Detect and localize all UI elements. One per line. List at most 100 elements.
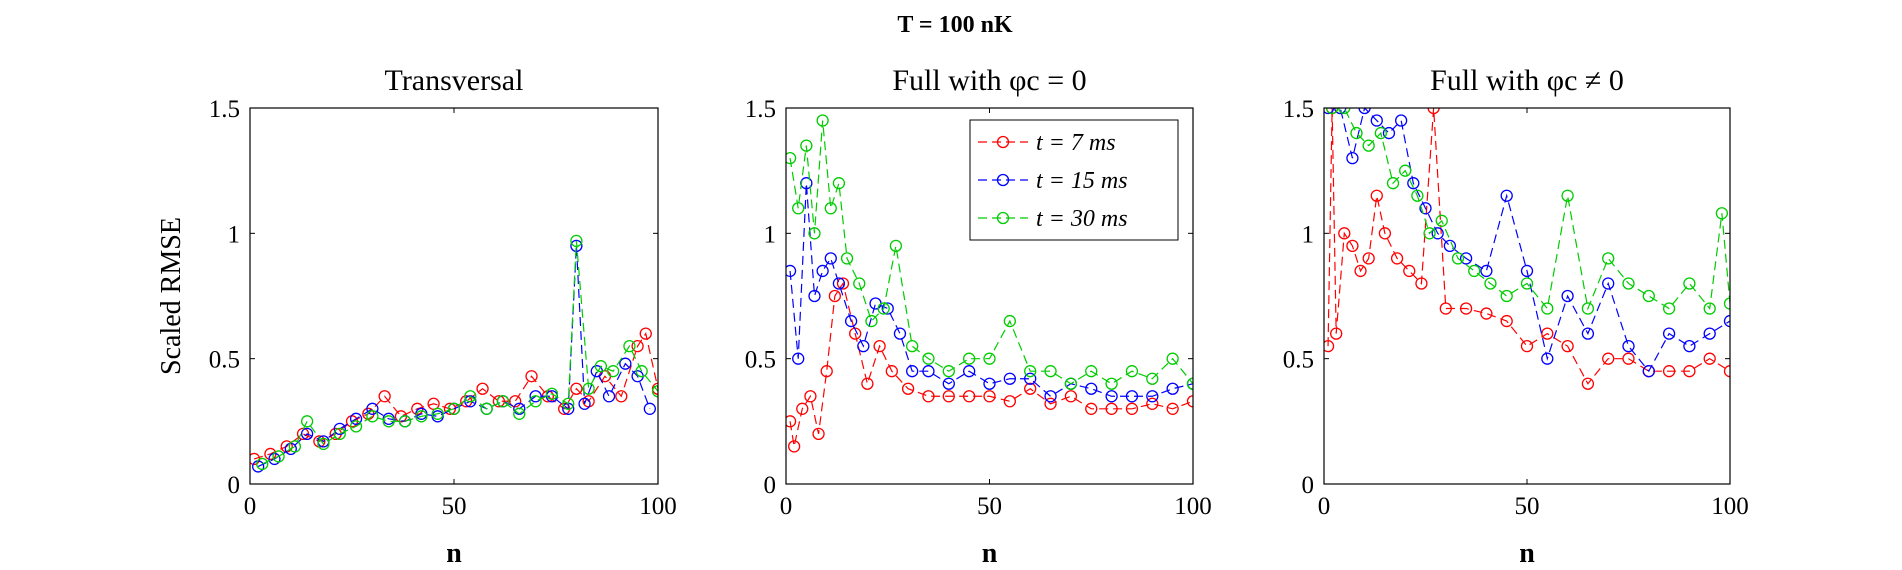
legend-marker bbox=[996, 173, 1010, 187]
data-point bbox=[893, 327, 907, 340]
data-point bbox=[1561, 339, 1574, 353]
data-point bbox=[562, 397, 575, 410]
data-point bbox=[1520, 277, 1534, 290]
y-tick-label: 1.5 bbox=[1283, 96, 1314, 123]
data-point bbox=[1044, 397, 1057, 410]
data-point bbox=[1399, 164, 1412, 177]
data-point bbox=[1703, 302, 1716, 315]
data-point bbox=[824, 202, 837, 215]
data-point bbox=[1024, 372, 1037, 385]
data-point bbox=[1723, 297, 1730, 310]
data-point bbox=[1003, 314, 1016, 328]
data-point bbox=[808, 227, 821, 240]
data-point bbox=[1581, 302, 1595, 315]
series-line bbox=[789, 120, 1193, 385]
data-point bbox=[1334, 108, 1347, 115]
series-2 bbox=[1324, 108, 1730, 378]
data-point bbox=[1419, 202, 1432, 215]
data-point bbox=[1439, 302, 1452, 315]
data-point bbox=[873, 339, 886, 353]
data-point bbox=[1325, 108, 1339, 115]
data-point bbox=[832, 177, 846, 190]
data-point bbox=[398, 415, 412, 428]
data-point bbox=[1407, 177, 1420, 190]
data-point bbox=[1459, 252, 1473, 265]
data-point bbox=[570, 382, 583, 395]
series-3 bbox=[786, 114, 1193, 390]
data-point bbox=[836, 277, 850, 290]
y-tick-label: 0.5 bbox=[745, 347, 776, 374]
x-tick-label: 0 bbox=[244, 493, 257, 520]
data-point bbox=[1362, 139, 1375, 152]
data-point bbox=[816, 114, 829, 127]
data-point bbox=[1500, 314, 1513, 328]
data-point bbox=[529, 390, 542, 403]
data-point bbox=[1394, 114, 1408, 127]
data-point bbox=[492, 395, 506, 408]
data-point bbox=[922, 352, 935, 365]
data-point bbox=[963, 390, 976, 403]
data-point bbox=[1378, 227, 1392, 240]
data-point bbox=[861, 377, 874, 390]
data-point bbox=[824, 252, 837, 265]
data-point bbox=[1024, 382, 1037, 395]
data-point bbox=[1715, 207, 1729, 220]
y-tick-label: 0 bbox=[764, 472, 777, 499]
data-point bbox=[631, 339, 644, 353]
data-point bbox=[869, 297, 882, 310]
data-point bbox=[529, 395, 542, 408]
series-line bbox=[261, 240, 658, 465]
data-point bbox=[476, 382, 489, 395]
y-tick-label: 0.5 bbox=[209, 347, 240, 374]
data-point bbox=[1602, 252, 1615, 265]
data-point bbox=[366, 402, 379, 415]
data-point bbox=[865, 314, 878, 328]
data-point bbox=[1330, 327, 1343, 340]
data-point bbox=[853, 277, 866, 290]
data-point bbox=[1390, 252, 1404, 265]
data-point bbox=[1358, 108, 1371, 115]
data-point bbox=[1166, 382, 1179, 395]
data-point bbox=[1166, 402, 1179, 415]
chart-panel-1: Transversal n Scaled RMSE 0 50 100 0 0.5 1 1.5 bbox=[156, 64, 677, 569]
data-point bbox=[272, 450, 285, 463]
data-point bbox=[901, 382, 915, 395]
y-tick-label: 1.5 bbox=[209, 96, 240, 123]
data-point bbox=[415, 410, 428, 423]
data-point bbox=[1561, 189, 1574, 202]
data-point bbox=[1427, 108, 1440, 115]
y-tick-label: 1 bbox=[1302, 221, 1315, 248]
x-tick-label: 50 bbox=[977, 493, 1002, 520]
x-tick-label: 100 bbox=[1711, 493, 1749, 520]
data-point bbox=[796, 402, 809, 415]
axes-frame bbox=[785, 107, 1194, 485]
data-point bbox=[1044, 365, 1057, 378]
x-tick-label: 100 bbox=[1174, 493, 1212, 520]
data-point bbox=[808, 289, 821, 303]
data-point bbox=[1350, 126, 1363, 140]
data-point bbox=[812, 427, 825, 441]
data-point bbox=[349, 412, 363, 425]
data-point bbox=[1723, 314, 1730, 328]
data-point bbox=[623, 339, 636, 353]
data-point bbox=[594, 360, 608, 373]
panel-title: Transversal bbox=[385, 64, 524, 97]
data-point bbox=[1146, 372, 1159, 385]
data-point bbox=[1500, 189, 1513, 202]
data-point bbox=[840, 252, 854, 265]
data-point bbox=[643, 402, 656, 415]
data-point bbox=[942, 365, 955, 378]
data-point bbox=[983, 352, 996, 365]
data-point bbox=[1064, 377, 1078, 390]
data-point bbox=[922, 365, 935, 378]
data-point bbox=[1703, 327, 1716, 340]
data-point bbox=[525, 370, 538, 383]
data-point bbox=[1003, 395, 1016, 408]
data-point bbox=[906, 365, 919, 378]
data-point bbox=[300, 415, 314, 428]
data-point bbox=[857, 339, 870, 353]
data-point bbox=[1186, 377, 1193, 390]
data-point bbox=[820, 365, 833, 378]
